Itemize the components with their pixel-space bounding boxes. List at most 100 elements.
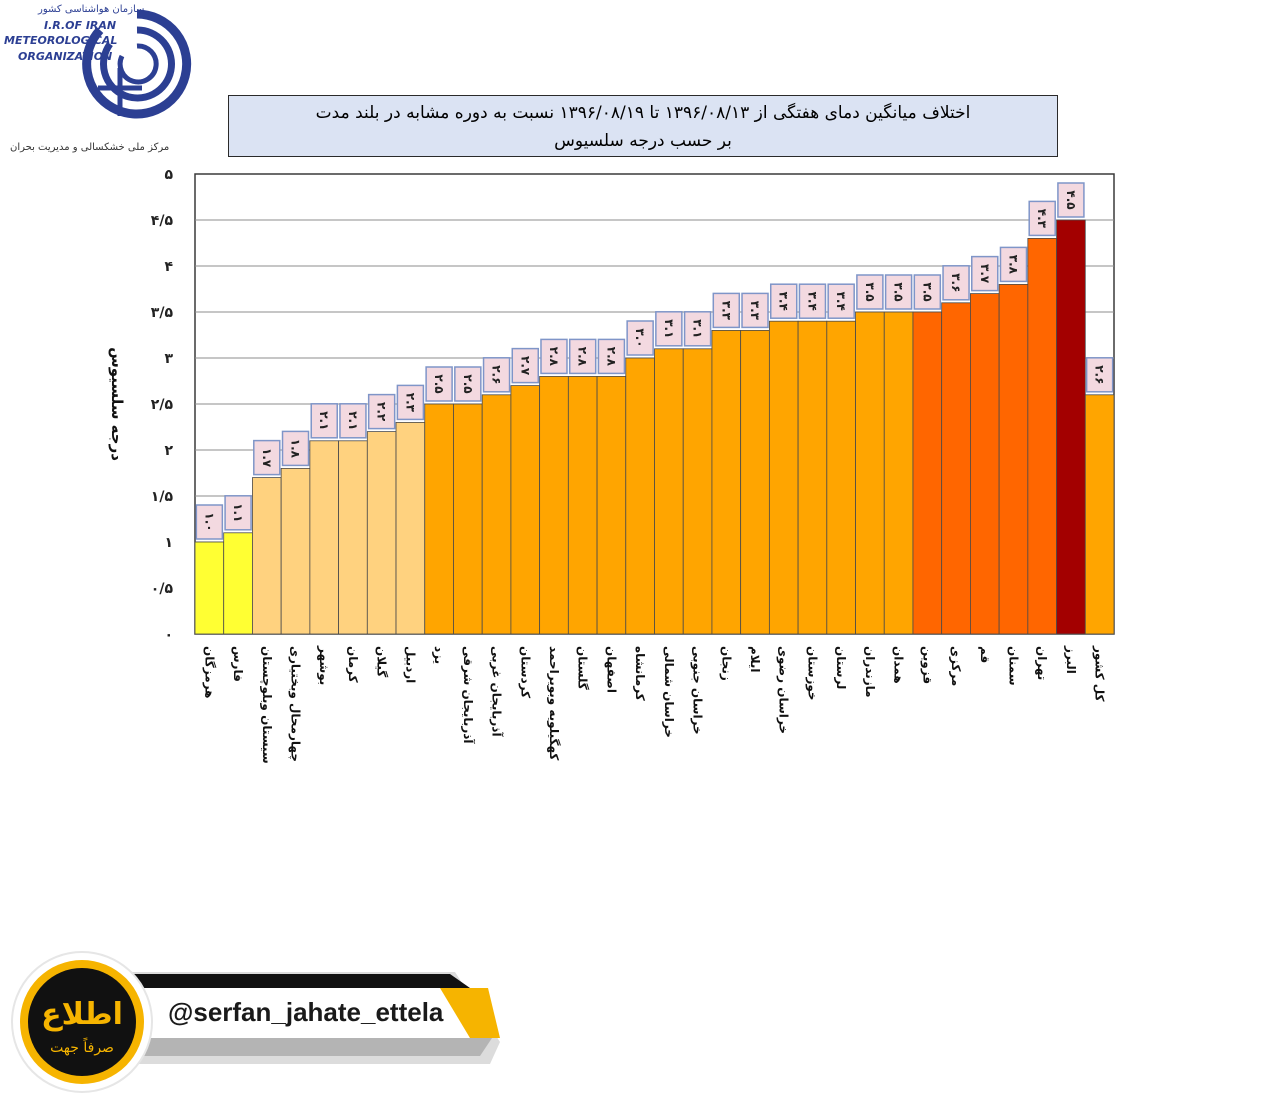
footer-badge-sub: صرفاً جهت [50, 1037, 114, 1056]
data-label: ۴.۵ [1064, 190, 1078, 209]
x-tick-label: ایلام [747, 646, 762, 673]
data-label-box [798, 283, 827, 319]
x-tick-label: لرستان [834, 646, 848, 689]
data-label: ۳.۴ [834, 292, 848, 311]
data-label-box [1028, 200, 1056, 237]
bar [510, 385, 541, 635]
data-label: ۱.۰ [202, 512, 216, 531]
data-label-box [827, 283, 855, 319]
meteorology-emblem-icon [82, 9, 192, 119]
data-label-box [769, 283, 798, 319]
x-tick-label: کل کشور [1092, 645, 1107, 702]
data-label: ۳.۵ [892, 282, 906, 301]
data-label: ۱.۷ [260, 448, 274, 468]
x-tick-label: خراسان شمالی [662, 646, 676, 738]
y-tick-label: ۱ [164, 535, 173, 551]
bar [855, 311, 885, 635]
data-label: ۳.۴ [805, 292, 819, 311]
bar [539, 375, 569, 635]
x-tick-label: چهارمحال وبختیاری [288, 646, 303, 762]
data-label-box [1085, 357, 1114, 393]
data-label-box [884, 274, 913, 310]
bar [1084, 394, 1115, 635]
data-label-box [856, 274, 884, 310]
bar [826, 320, 856, 635]
social-handle[interactable]: @serfan_jahate_ettela [168, 997, 444, 1027]
data-label-box [626, 320, 654, 356]
bar [740, 329, 770, 635]
y-tick-label: ۲/۵ [151, 397, 174, 413]
data-label: ۳.۵ [920, 282, 934, 301]
x-tick-label: کرمان [346, 646, 360, 683]
x-tick-label: خوزستان [804, 646, 819, 701]
data-label: ۳.۷ [978, 264, 992, 284]
bar [625, 357, 655, 635]
data-label-box [339, 403, 367, 439]
bar [223, 532, 253, 635]
bar [424, 403, 454, 635]
bar [912, 311, 943, 635]
bar [252, 477, 282, 635]
x-tick-label: فارس [231, 646, 245, 682]
bar [194, 541, 225, 635]
data-label: ۳.۵ [863, 282, 877, 301]
bar [883, 311, 914, 635]
bar [280, 467, 311, 635]
x-tick-label: کردستان [518, 646, 532, 698]
footer-banner: اطلاع صرفاً جهت [11, 951, 500, 1093]
data-label: ۱.۸ [289, 439, 303, 459]
data-label: ۳.۰ [633, 328, 647, 347]
data-label: ۲.۱ [346, 411, 360, 430]
data-label: ۳.۸ [1006, 255, 1020, 275]
bar-chart: ۰ ۰/۵ ۱ ۱/۵ ۲ ۲/۵ ۳ ۳/۵ ۴ ۴/۵ ۵ درجه سلسیوس ۱.۰ هرمزگ… [108, 167, 1115, 764]
data-label: ۳.۶ [949, 273, 963, 292]
bar [998, 283, 1029, 635]
bar [395, 421, 426, 635]
bar [711, 329, 742, 635]
bar [654, 348, 684, 635]
x-tick-label: یزد [432, 646, 446, 664]
x-tick-label: آذربایجان غربی [490, 646, 505, 737]
data-label-box [195, 504, 224, 540]
data-label-box [683, 311, 712, 347]
data-label: ۲.۶ [490, 365, 504, 384]
y-tick-label: ۵ [164, 167, 173, 183]
x-tick-label: سیستان وبلوچستان [259, 646, 274, 764]
x-tick-label: مرکزی [949, 646, 963, 686]
y-tick-label: ۳/۵ [151, 305, 174, 321]
data-label-box [568, 338, 597, 375]
data-label-box [712, 292, 741, 329]
data-label: ۲.۸ [604, 347, 618, 367]
x-tick-label: قزوین [919, 646, 934, 684]
bar [338, 440, 368, 635]
data-label: ۲.۸ [576, 347, 590, 367]
y-tick-label: ۴ [164, 259, 173, 275]
bar [481, 394, 512, 635]
data-label-box [971, 255, 999, 292]
y-tick-label: ۰ [164, 627, 173, 643]
data-label-box [224, 495, 252, 531]
footer-badge-text: اطلاع [41, 997, 123, 1032]
bar [682, 348, 713, 635]
data-label-box [540, 338, 568, 375]
data-label-box [942, 265, 970, 301]
data-label: ۳.۱ [662, 319, 676, 338]
data-label-box [1057, 182, 1085, 218]
y-axis-title: درجه سلسیوس [108, 347, 126, 461]
chart-title: اختلاف میانگین دمای هفتگی از ۱۳۹۶/۰۸/۱۳ … [228, 95, 1058, 157]
data-label: ۳.۴ [777, 292, 791, 311]
data-label-box [454, 366, 482, 402]
bar [1027, 237, 1057, 635]
organization-logo: سازمان هواشناسی کشور I.R.OF IRAN METEORO… [0, 0, 200, 165]
data-label: ۲.۵ [432, 374, 446, 393]
data-label-box [655, 311, 683, 347]
bar [1056, 219, 1086, 635]
bar [366, 431, 397, 635]
data-label: ۲.۷ [518, 356, 532, 376]
y-tick-label: ۱/۵ [151, 489, 174, 505]
y-tick-label: ۰/۵ [151, 581, 174, 597]
bar [567, 375, 598, 635]
data-label-box [511, 347, 540, 384]
data-label-box [281, 430, 310, 467]
x-tick-label: خراسان رضوی [776, 646, 791, 734]
